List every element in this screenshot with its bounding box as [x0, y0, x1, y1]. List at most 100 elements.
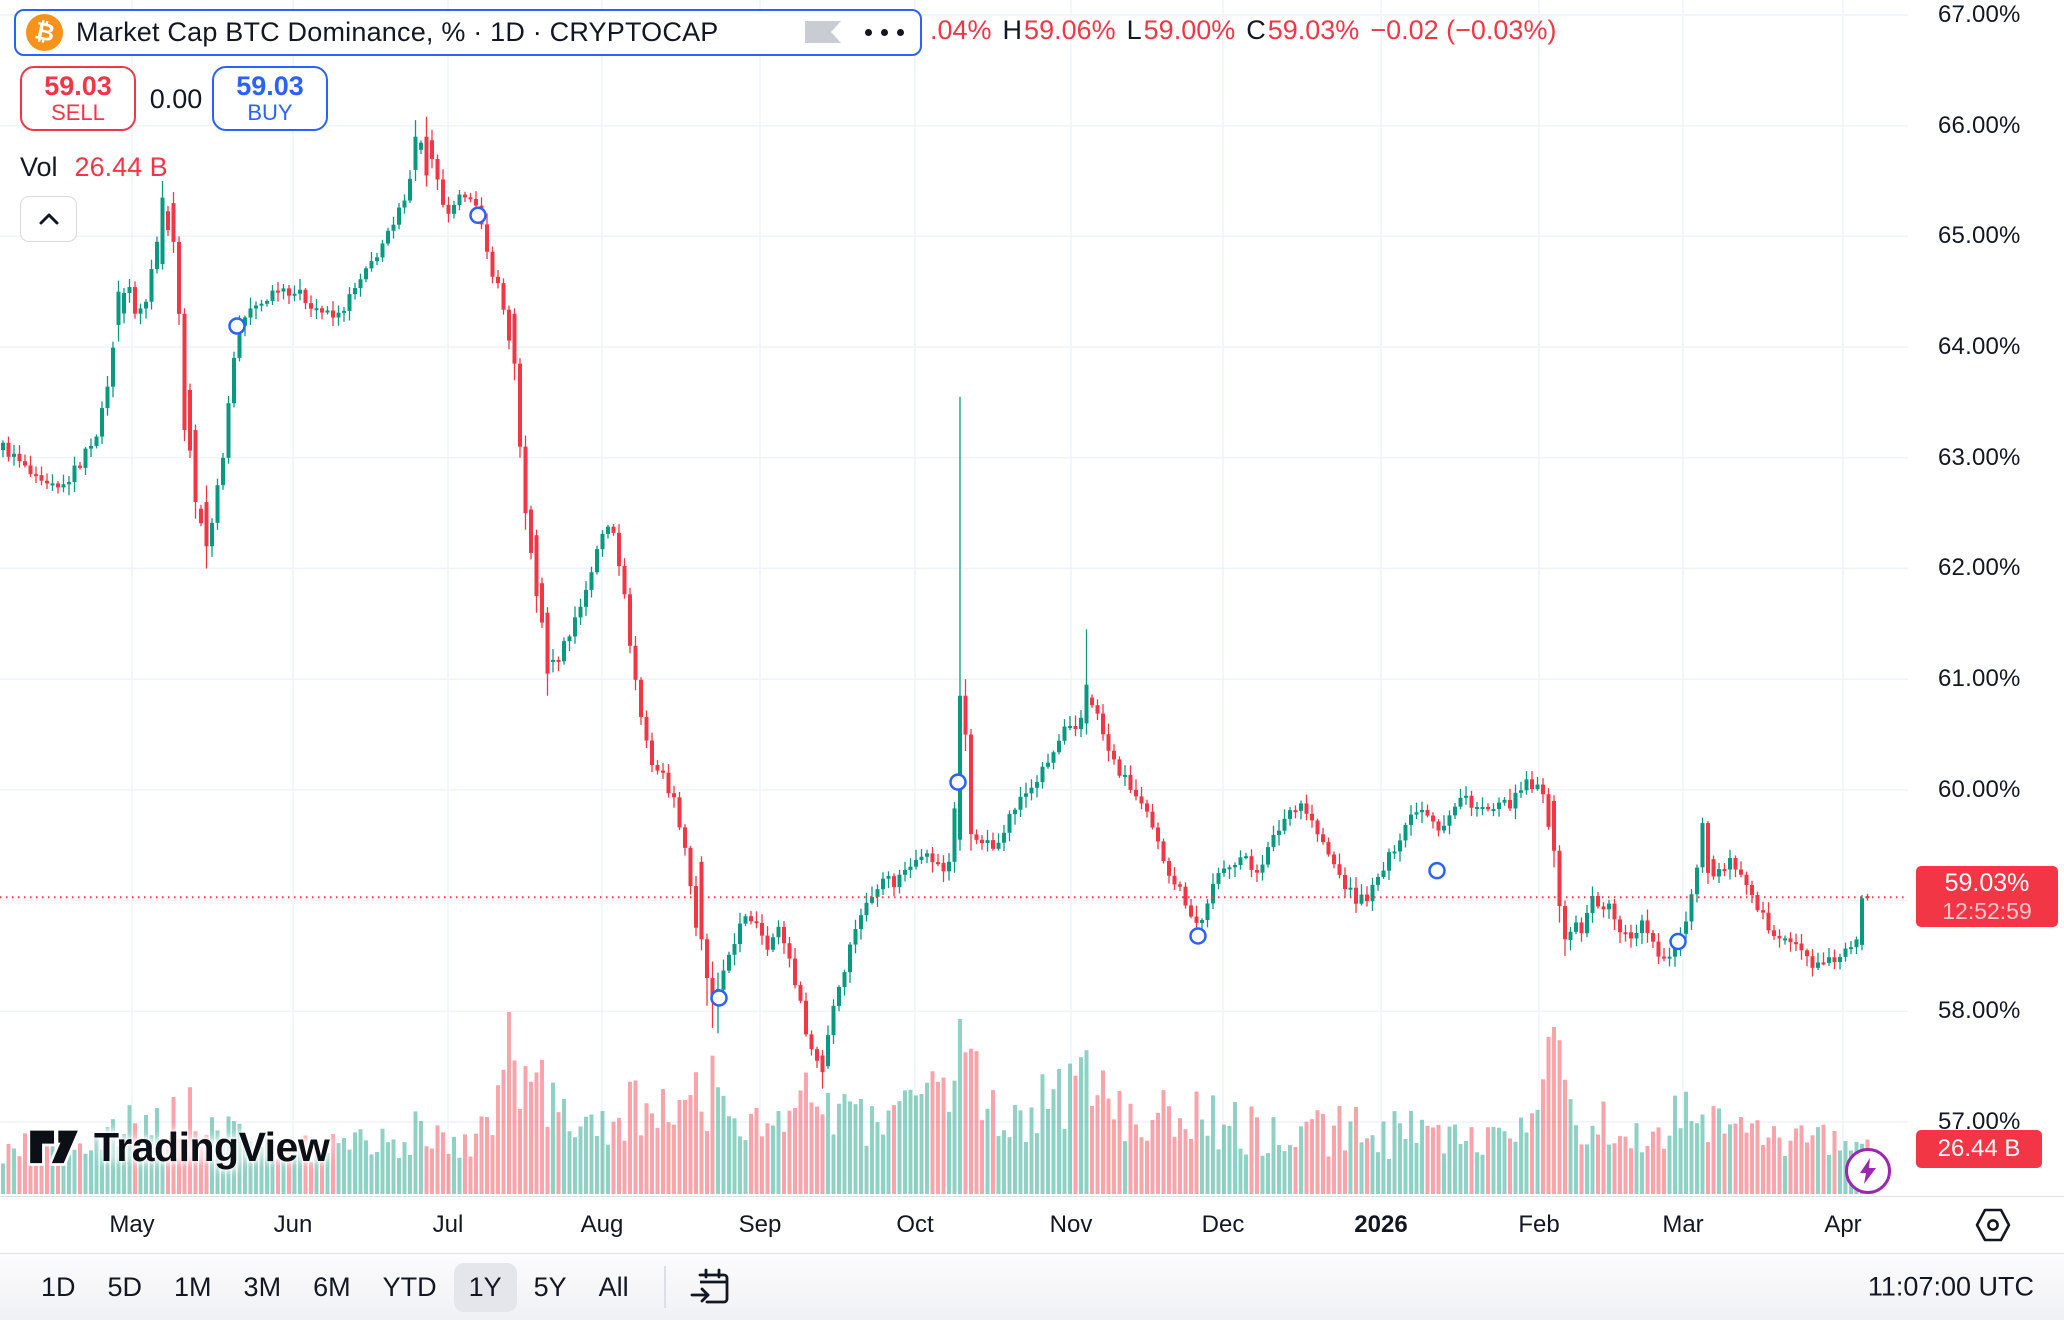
sell-button[interactable]: 59.03 SELL [20, 66, 136, 131]
time-axis[interactable]: May Jun Jul Aug Sep Oct Nov Dec 2026 Feb Mar Apr [0, 1196, 2064, 1253]
volume-bar [490, 1135, 495, 1194]
candle-body [1409, 814, 1413, 825]
candle-body [408, 178, 412, 201]
volume-bar [1134, 1124, 1138, 1194]
volume-bar [303, 1135, 308, 1194]
volume-bar [1700, 1114, 1705, 1194]
price-axis[interactable]: 59.03% 12:52:59 26.44 B 67.00% 66.00% 65.0… [1908, 0, 2064, 1196]
axis-settings-icon[interactable] [1973, 1207, 2013, 1243]
time-tick-label: Sep [738, 1211, 782, 1238]
candle-body [1854, 939, 1859, 948]
volume-bar [771, 1125, 775, 1194]
volume-bar [1271, 1117, 1276, 1194]
volume-bar [881, 1134, 885, 1194]
volume-bar [908, 1089, 913, 1194]
volume-bar [1777, 1137, 1782, 1194]
candle-body [248, 308, 253, 318]
symbol-title[interactable]: Market Cap BTC Dominance, % · 1D · CRYPT… [76, 17, 719, 47]
price-tick-label: 67.00% [1938, 0, 2021, 28]
time-tick-label: Aug [580, 1211, 624, 1238]
candle-body [292, 293, 297, 296]
volume-bar [842, 1094, 847, 1194]
candle-body [633, 645, 638, 680]
range-button-ytd[interactable]: YTD [382, 1271, 437, 1302]
clock-utc[interactable]: 11:07:00 UTC [1867, 1271, 2034, 1302]
candle-body [518, 363, 522, 447]
range-button-1d[interactable]: 1D [41, 1271, 76, 1302]
volume-bar [100, 1149, 104, 1194]
volume-bar [1172, 1136, 1177, 1194]
range-button-5d[interactable]: 5D [107, 1271, 143, 1302]
volume-bar [215, 1130, 220, 1194]
volume-bar [496, 1085, 500, 1194]
candle-body [551, 659, 555, 662]
volume-bar [1805, 1142, 1809, 1194]
volume-bar [116, 1146, 121, 1194]
candle-body [677, 797, 682, 828]
range-button-1m[interactable]: 1M [174, 1271, 212, 1302]
volume-bar [1095, 1095, 1100, 1194]
candle-body [650, 740, 654, 765]
candle-body [45, 480, 49, 484]
candle-body [397, 207, 401, 225]
volume-bar [1332, 1125, 1336, 1194]
trade-marker[interactable] [1428, 861, 1446, 880]
more-options-icon[interactable] [865, 29, 904, 36]
collapse-legend-button[interactable] [20, 196, 77, 242]
flag-icon[interactable] [805, 21, 842, 44]
range-button-3m[interactable]: 3M [243, 1271, 282, 1302]
range-button-5y[interactable]: 5Y [533, 1271, 567, 1302]
range-button-6m[interactable]: 6M [313, 1271, 351, 1302]
go-to-date-icon[interactable] [688, 1265, 732, 1309]
candle-body [94, 436, 99, 446]
volume-bar [1326, 1156, 1331, 1194]
candle-body [771, 937, 775, 950]
candle-body [116, 291, 121, 325]
range-button-all[interactable]: All [598, 1271, 629, 1302]
candle-body [1574, 922, 1578, 932]
candle-body [424, 136, 429, 176]
volume-bar [958, 1019, 962, 1194]
candle-body [1013, 809, 1017, 815]
candle-body [1172, 875, 1177, 885]
trade-marker[interactable] [949, 773, 967, 791]
trade-marker[interactable] [710, 989, 728, 1007]
candlestick-chart[interactable] [0, 0, 1908, 1196]
volume-bar [677, 1100, 682, 1194]
volume-bar [1337, 1105, 1342, 1194]
volume-bar [578, 1126, 583, 1194]
volume-bar [1293, 1147, 1298, 1194]
candle-body [78, 465, 82, 468]
buy-button[interactable]: 59.03 BUY [212, 66, 328, 131]
volume-bar [1519, 1117, 1523, 1194]
candle-body [820, 1055, 825, 1073]
candle-body [1728, 858, 1732, 870]
symbol-title-box[interactable]: ₿ Market Cap BTC Dominance, % · 1D · CRY… [14, 9, 922, 56]
candle-body [1, 442, 5, 450]
trade-marker[interactable] [228, 317, 246, 335]
candle-body [672, 793, 676, 798]
candle-body [1216, 872, 1221, 884]
volume-bar [149, 1135, 154, 1194]
volume-bar [397, 1158, 401, 1194]
volume-bar [320, 1159, 324, 1194]
candle-body [199, 508, 203, 524]
volume-bar [540, 1059, 544, 1194]
candle-body [501, 283, 506, 310]
volume-bar [1629, 1148, 1633, 1194]
volume-bar [380, 1128, 385, 1194]
range-button-1y[interactable]: 1Y [453, 1262, 517, 1312]
candle-body [1260, 864, 1265, 873]
volume-bar [1007, 1137, 1012, 1194]
instant-trading-button[interactable] [1845, 1148, 1891, 1194]
volume-bar [221, 1143, 225, 1194]
volume-bar [34, 1141, 38, 1194]
candle-body [1205, 903, 1210, 920]
volume-bar [1304, 1121, 1309, 1194]
candle-body [1123, 774, 1127, 777]
volume-bar [804, 1072, 808, 1194]
trade-marker[interactable] [1189, 927, 1207, 945]
trade-marker[interactable] [1669, 932, 1687, 951]
volume-bar [1596, 1134, 1600, 1194]
trade-marker[interactable] [469, 206, 487, 225]
